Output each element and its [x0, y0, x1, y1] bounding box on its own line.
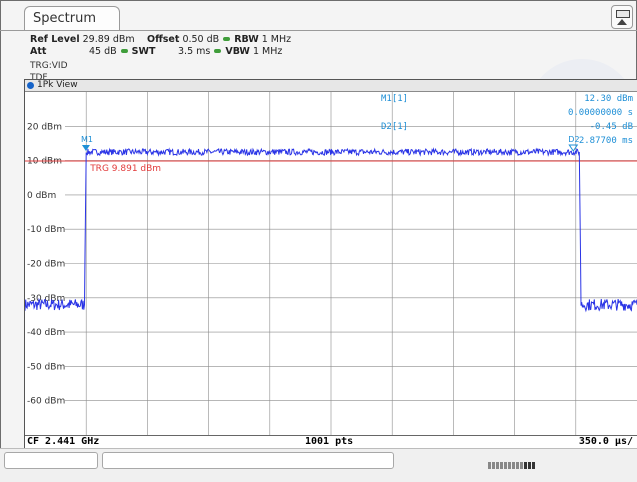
- y-tick-label-bg: [25, 395, 65, 406]
- tab-divider: [0, 30, 637, 31]
- point-count: 1001 pts: [305, 436, 354, 447]
- y-tick-label: -30 dBm: [27, 294, 65, 304]
- marker-group: M1 D2: [81, 135, 580, 152]
- y-tick-label-bg: [25, 327, 65, 338]
- att-label: Att: [30, 46, 47, 57]
- status-dot-icon: [223, 37, 231, 41]
- window-title: 1Pk View: [37, 80, 78, 90]
- rbw-value: 1 MHz: [261, 34, 292, 45]
- m1-readout-label: M1[1]: [381, 94, 408, 104]
- status-dot-icon: [120, 49, 128, 53]
- trigger-level-label: TRG 9.891 dBm: [89, 164, 161, 174]
- triangle-up-icon: [617, 19, 627, 25]
- tab-spectrum[interactable]: Spectrum: [24, 6, 120, 31]
- y-tick-label: -20 dBm: [27, 260, 65, 270]
- status-bar: [0, 448, 637, 482]
- marker-m1-tag: M1: [81, 135, 93, 144]
- marker-m1[interactable]: [81, 145, 90, 152]
- status-field-left[interactable]: [4, 452, 98, 469]
- m1-readout-level: 12.30 dBm: [584, 94, 633, 104]
- d2-readout-level: -0.45 dB: [590, 122, 633, 132]
- y-axis-ticks: 20 dBm 10 dBm 0 dBm -10 dBm -20 dBm -30 dBm -4…: [25, 121, 65, 407]
- window-header: 1Pk View: [25, 80, 637, 92]
- monitor-icon: [616, 10, 630, 18]
- y-tick-label: 20 dBm: [27, 122, 62, 132]
- y-tick-label: 0 dBm: [27, 191, 56, 201]
- rbw-label: RBW: [234, 34, 259, 45]
- y-tick-label-bg: [25, 224, 65, 235]
- trigger-setting: TRG:VID TDF: [30, 61, 68, 83]
- swt-value: 3.5 ms: [178, 46, 211, 57]
- ref-level-label: Ref Level: [30, 34, 80, 45]
- trace-indicator-icon: [27, 82, 34, 89]
- y-tick-label: -10 dBm: [27, 225, 65, 235]
- ref-level-value: 29.89 dBm: [82, 34, 135, 45]
- y-tick-label-bg: [25, 258, 65, 269]
- grid: [25, 92, 637, 435]
- spectrum-window: 1Pk View 20 dBm 10 dBm 0 dBm -10 dBm -20 dBm…: [24, 79, 637, 449]
- footer-bar: CF 2.441 GHz 1001 pts 350.0 µs/: [25, 435, 637, 448]
- y-tick-label-bg: [25, 361, 65, 372]
- d2-readout-time: 2.87700 ms: [579, 136, 633, 146]
- y-tick-label: -50 dBm: [27, 362, 65, 372]
- att-value: 45 dB: [89, 46, 117, 57]
- marker-d2[interactable]: [568, 144, 579, 152]
- y-tick-label-bg: [25, 189, 65, 200]
- tab-spectrum-label: Spectrum: [33, 11, 96, 26]
- center-frequency: CF 2.441 GHz: [27, 436, 100, 447]
- status-field-main[interactable]: [102, 452, 394, 469]
- offset-value: 0.50 dB: [182, 34, 220, 45]
- progress-indicator: [488, 454, 548, 469]
- vbw-label: VBW: [225, 46, 250, 57]
- spectrum-plot[interactable]: 20 dBm 10 dBm 0 dBm -10 dBm -20 dBm -30 dBm -4…: [25, 92, 637, 435]
- offset-label: Offset: [147, 34, 180, 45]
- swt-label: SWT: [131, 46, 156, 57]
- m1-readout-time: 0.00000000 s: [568, 108, 633, 118]
- y-tick-label-bg: [25, 292, 65, 303]
- marker-readout: M1[1] 12.30 dBm 0.00000000 s D2[1] -0.45…: [381, 94, 633, 146]
- time-per-division: 350.0 µs/: [578, 436, 633, 447]
- status-dot-icon: [214, 49, 222, 53]
- y-tick-label: -40 dBm: [27, 328, 65, 338]
- y-tick-label: 10 dBm: [27, 157, 62, 167]
- trace-1: [25, 147, 637, 313]
- d2-readout-label: D2[1]: [381, 122, 408, 132]
- window-menu-button[interactable]: [611, 5, 633, 29]
- y-tick-label: -60 dBm: [27, 397, 65, 407]
- marker-d2-tag: D2: [568, 135, 579, 144]
- y-tick-label-bg: [25, 121, 65, 132]
- vbw-value: 1 MHz: [252, 46, 283, 57]
